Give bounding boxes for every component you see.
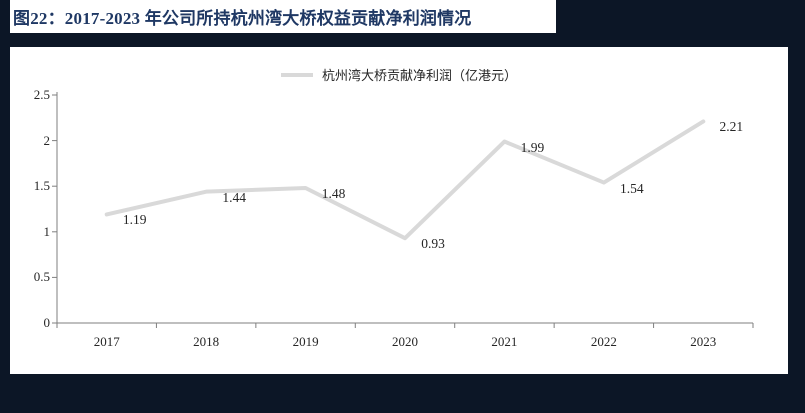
- figure-title-bar: 图22：2017-2023 年公司所持杭州湾大桥权益贡献净利润情况: [10, 0, 556, 33]
- chart-card: 杭州湾大桥贡献净利润（亿港元） 0 0.5 1 1.5 2 2.5 2017 2018 2019…: [10, 47, 788, 374]
- x-axis-label: 2017: [93, 334, 120, 349]
- data-label: 1.48: [321, 186, 346, 202]
- series-line: [104, 119, 706, 241]
- x-axis-label: 2022: [590, 334, 617, 349]
- y-axis-tick-label: 2.5: [33, 87, 50, 102]
- legend-label: 杭州湾大桥贡献净利润（亿港元）: [321, 68, 517, 83]
- data-label: 0.93: [421, 236, 445, 252]
- x-axis-label: 2019: [292, 334, 319, 349]
- figure-title: 图22：2017-2023 年公司所持杭州湾大桥权益贡献净利润情况: [13, 9, 472, 28]
- line-chart-plot: [52, 92, 754, 328]
- y-axis-tick-label: 0.5: [33, 269, 50, 285]
- y-axis-tick-label: 1: [43, 223, 51, 239]
- y-axis-tick-label: 1.5: [33, 178, 50, 194]
- y-axis-tick-label: 2: [43, 132, 51, 148]
- x-axis-label: 2020: [392, 334, 418, 349]
- data-label: 1.54: [620, 180, 644, 196]
- x-axis-label: 2023: [690, 334, 717, 349]
- legend-line-swatch: [280, 72, 313, 77]
- x-axis-label: 2021: [491, 334, 518, 349]
- data-label: 1.99: [520, 139, 545, 155]
- data-label: 2.21: [719, 119, 744, 135]
- data-label: 1.44: [222, 189, 246, 205]
- y-axis-tick-label: 0: [43, 315, 51, 330]
- chart-legend: 杭州湾大桥贡献净利润（亿港元）: [10, 65, 788, 84]
- x-axis-label: 2018: [193, 334, 220, 349]
- data-label: 1.19: [122, 212, 147, 228]
